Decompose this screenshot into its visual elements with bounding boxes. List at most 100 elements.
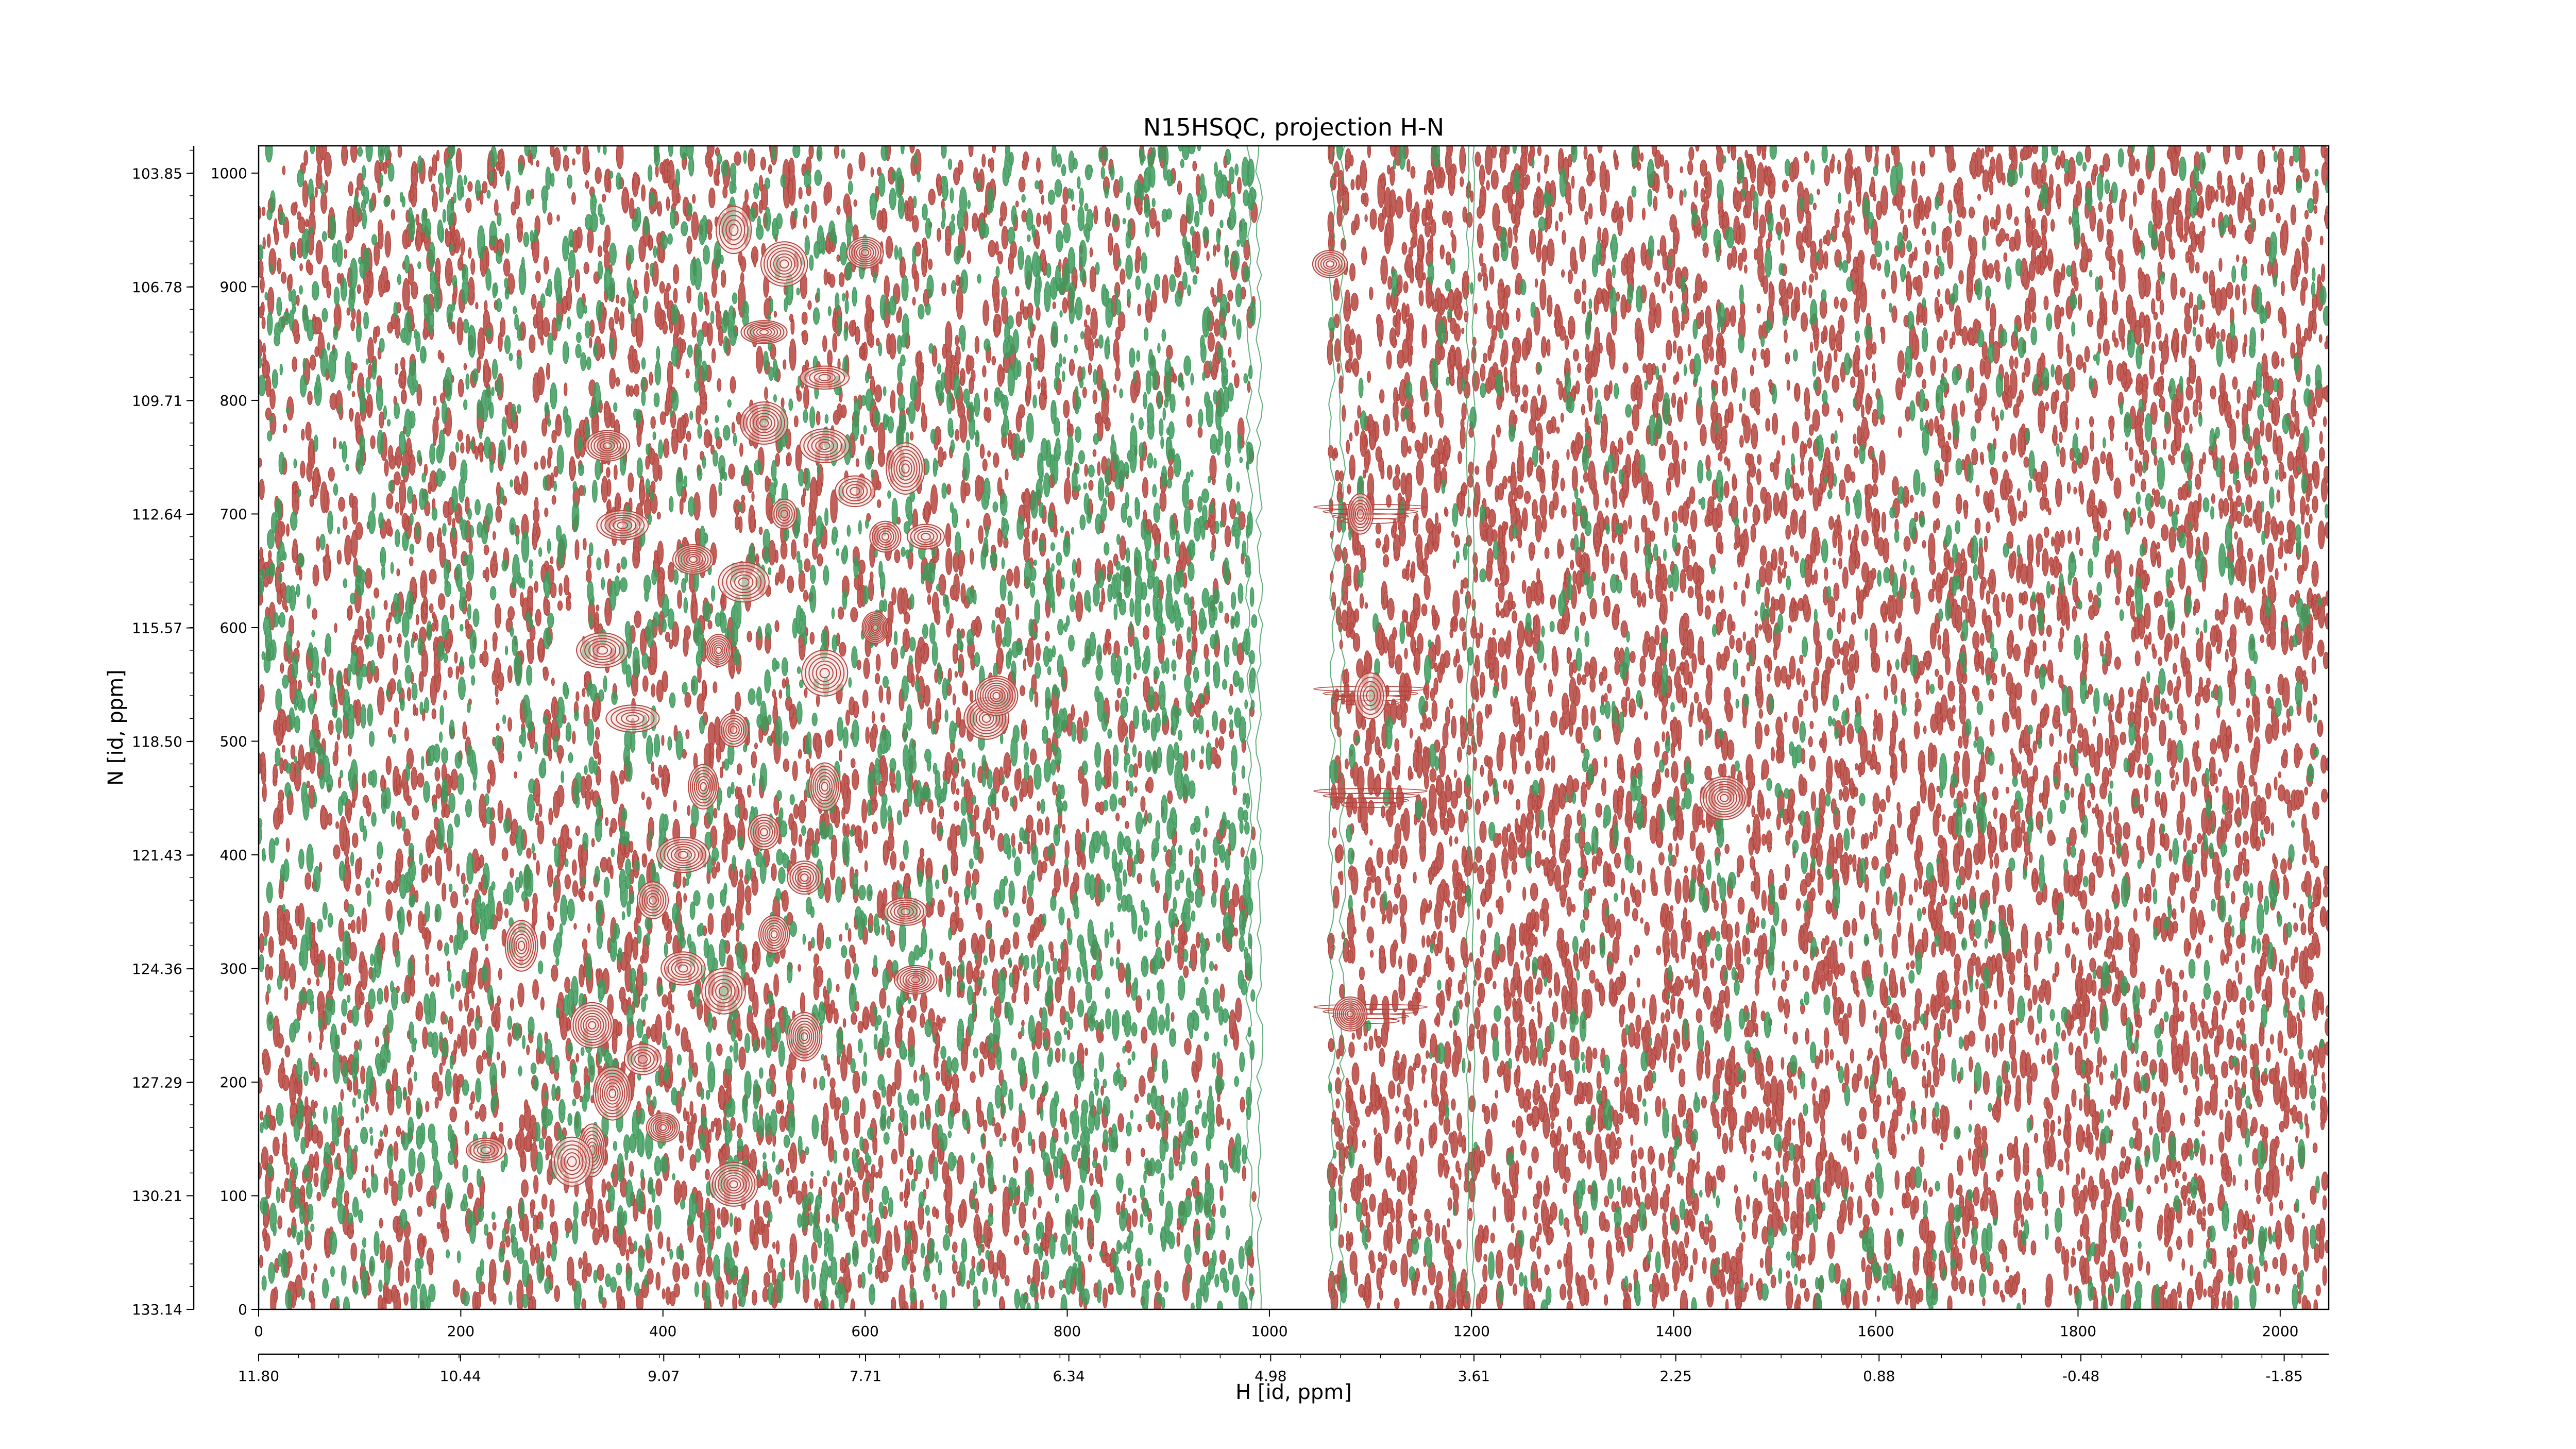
x-index-tick-label: 600 xyxy=(851,1323,878,1340)
y-ppm-tick-label: 106.78 xyxy=(132,279,182,296)
y-ppm-tick-label: 130.21 xyxy=(132,1187,182,1204)
x-index-tick-label: 1200 xyxy=(1453,1323,1490,1340)
cross-peak xyxy=(505,920,538,971)
cross-peak xyxy=(577,633,628,667)
cross-peak xyxy=(657,837,709,872)
y-ppm-tick-label: 109.71 xyxy=(132,393,182,410)
cross-peak xyxy=(624,1044,661,1074)
cross-peak xyxy=(570,1003,614,1048)
x-ppm-tick-label: 3.61 xyxy=(1458,1368,1490,1385)
y-index-axis: 0 100 200 300 400 500 600 700 800 900 1000 xyxy=(211,165,259,1318)
cross-peak xyxy=(802,650,848,696)
x-index-tick-label: 200 xyxy=(447,1323,474,1340)
y-index-tick-label: 300 xyxy=(220,960,247,977)
y-ppm-tick-label: 112.64 xyxy=(132,506,182,523)
y-index-tick-label: 700 xyxy=(220,506,247,523)
cross-peak xyxy=(787,861,821,894)
y-ppm-tick-label: 115.57 xyxy=(132,620,182,637)
peak-contour-ring xyxy=(886,443,925,494)
y-index-tick-label: 1000 xyxy=(211,165,247,182)
peak-contour-ring xyxy=(1333,997,1367,1031)
cross-peak xyxy=(716,206,751,254)
cross-peak xyxy=(551,1137,593,1186)
cross-peak xyxy=(835,476,875,507)
cross-peak xyxy=(740,402,788,444)
cross-peak xyxy=(1354,673,1386,719)
y-ppm-tick-label: 121.43 xyxy=(132,847,182,864)
cross-peak xyxy=(809,763,841,811)
peak-contour-ring xyxy=(772,499,797,529)
cross-peak xyxy=(1348,494,1373,534)
y-index-tick-label: 100 xyxy=(220,1187,247,1204)
y-ppm-tick-label: 124.36 xyxy=(132,961,182,978)
cross-peak xyxy=(597,511,648,540)
x-index-tick-label: 2000 xyxy=(2262,1323,2298,1340)
x-index-tick-label: 1600 xyxy=(1857,1323,1894,1340)
peak-contour-ring xyxy=(1354,673,1386,719)
cross-peak xyxy=(862,612,889,643)
cross-peak xyxy=(907,525,944,549)
y-index-tick-label: 500 xyxy=(220,733,247,750)
x-ppm-tick-label: 10.44 xyxy=(440,1368,481,1385)
x-ppm-tick-label: -0.48 xyxy=(2062,1368,2099,1385)
x-index-tick-label: 1000 xyxy=(1251,1323,1287,1340)
cross-peak xyxy=(719,562,769,602)
cross-peak xyxy=(870,521,901,552)
x-axis-label: H [id, ppm] xyxy=(1235,1380,1352,1404)
x-index-tick-label: 0 xyxy=(254,1323,263,1340)
cross-peak xyxy=(585,431,630,461)
peak-contour-ring xyxy=(800,366,849,390)
y-index-tick-label: 900 xyxy=(220,278,247,295)
cross-peak xyxy=(975,676,1018,715)
peak-contour-ring xyxy=(594,1067,632,1120)
peak-contour-ring xyxy=(673,545,714,574)
cross-peak xyxy=(661,952,705,985)
peak-contour-ring xyxy=(907,525,944,549)
cross-peak xyxy=(1313,250,1347,277)
y-axis-label: N [id, ppm] xyxy=(104,669,128,786)
cross-peak xyxy=(884,898,927,925)
peak-contour-ring xyxy=(787,1013,822,1061)
x-ppm-tick-label: 11.80 xyxy=(238,1368,279,1385)
peak-contour-ring xyxy=(716,206,751,254)
y-index-tick-label: 0 xyxy=(238,1301,247,1318)
cross-peak xyxy=(749,815,780,850)
peak-contour-ring xyxy=(657,837,709,872)
y-ppm-tick-label: 118.50 xyxy=(132,733,182,750)
y-ppm-axis: 133.14130.21127.29124.36121.43118.50115.… xyxy=(132,150,194,1318)
cross-peak xyxy=(1333,997,1367,1031)
cross-peak xyxy=(637,882,668,919)
peak-contour-ring xyxy=(624,1044,661,1074)
x-index-tick-label: 1400 xyxy=(1655,1323,1692,1340)
cross-peak xyxy=(647,1113,680,1142)
y-index-tick-label: 400 xyxy=(220,847,247,864)
y-index-tick-label: 800 xyxy=(220,392,247,409)
x-index-tick-label: 400 xyxy=(649,1323,676,1340)
peak-contour-ring xyxy=(709,1162,758,1206)
cross-peak xyxy=(800,429,850,462)
peak-contour-ring xyxy=(847,237,884,268)
peak-contour-ring xyxy=(975,676,1018,715)
y-index-tick-label: 600 xyxy=(220,619,247,636)
x-index-tick-label: 1800 xyxy=(2060,1323,2096,1340)
peak-contour-ring xyxy=(570,1003,614,1048)
peak-contour-ring xyxy=(862,612,889,643)
cross-peak xyxy=(673,545,714,574)
cross-peak xyxy=(772,499,797,529)
cross-peak xyxy=(688,765,718,809)
cross-peak xyxy=(594,1067,632,1120)
peak-contour-ring xyxy=(740,402,788,444)
cross-peak xyxy=(606,705,659,732)
peak-contour-ring xyxy=(1701,777,1749,819)
y-index-tick-label: 200 xyxy=(220,1074,247,1091)
y-ppm-tick-label: 133.14 xyxy=(132,1301,182,1318)
cross-peak xyxy=(466,1138,505,1162)
x-ppm-tick-label: 9.07 xyxy=(648,1368,680,1385)
cross-peak xyxy=(787,1013,822,1061)
peak-contour-ring xyxy=(835,476,875,507)
x-ppm-tick-label: 6.34 xyxy=(1053,1368,1084,1385)
cross-peak xyxy=(1701,777,1749,819)
cross-peak xyxy=(741,321,787,344)
peak-contour-ring xyxy=(759,916,789,953)
